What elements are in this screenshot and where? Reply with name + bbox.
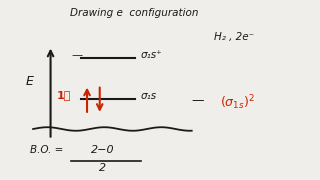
Text: $(\sigma_{1s})^2$: $(\sigma_{1s})^2$ [220,93,255,112]
Text: 2: 2 [99,163,107,173]
Text: σ₁s⁺: σ₁s⁺ [141,50,163,60]
Text: B.O. =: B.O. = [30,145,63,155]
Text: E: E [26,75,34,88]
Text: H₂ , 2e⁻: H₂ , 2e⁻ [214,32,254,42]
Text: —: — [71,50,82,60]
Text: Drawing e  configuration: Drawing e configuration [70,8,199,19]
Text: σ₁s: σ₁s [141,91,157,101]
Text: —: — [192,94,204,107]
Text: 2−0: 2−0 [91,145,115,155]
Text: 1⎿: 1⎿ [57,90,71,100]
